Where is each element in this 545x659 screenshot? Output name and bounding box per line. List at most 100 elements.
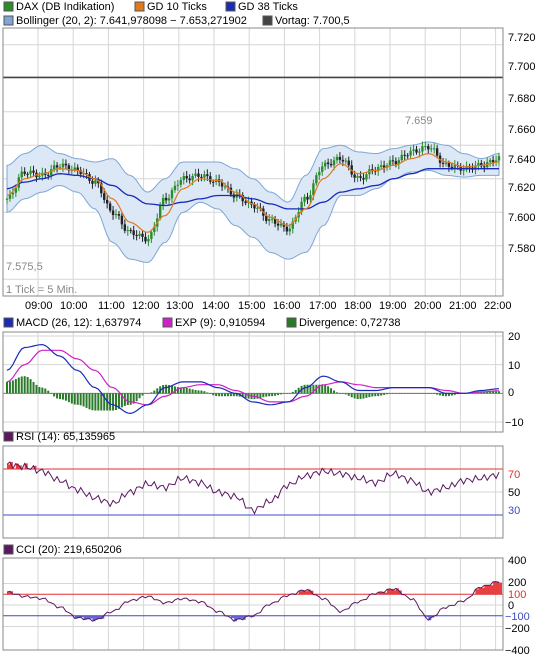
- rsi-legend-label: RSI (14): 65,135965: [16, 431, 115, 443]
- candle-body: [483, 166, 486, 168]
- divergence-bar: [182, 387, 185, 394]
- candle-body: [412, 149, 415, 151]
- candle-body: [356, 176, 359, 178]
- divergence-bar: [53, 393, 56, 397]
- divergence-bar: [226, 393, 229, 397]
- candle-body: [108, 203, 112, 211]
- divergence-bar: [303, 384, 306, 394]
- divergence-bar: [26, 376, 29, 394]
- candle-body: [103, 193, 106, 200]
- divergence-bar: [356, 393, 359, 400]
- divergence-bar: [221, 393, 224, 397]
- bollinger-swatch-icon: [3, 15, 14, 26]
- divergence-bar: [330, 388, 333, 394]
- candle-body: [474, 165, 477, 170]
- divergence-bar: [215, 393, 218, 397]
- divergence-bar: [265, 393, 268, 397]
- candle-body: [303, 196, 306, 202]
- divergence-bar: [492, 391, 495, 394]
- gd38-line: [6, 168, 499, 210]
- price-frame: [2, 27, 504, 297]
- exp-swatch-icon: [162, 317, 173, 328]
- candle-body: [82, 173, 85, 175]
- divergence-bar: [498, 391, 500, 394]
- divergence-bar: [477, 392, 480, 394]
- divergence-bar: [394, 393, 397, 394]
- divergence-bar: [203, 391, 206, 394]
- divergence-bar: [288, 393, 291, 394]
- candle-body: [444, 162, 448, 164]
- candle-body: [52, 165, 56, 170]
- divergence-bar: [391, 393, 394, 394]
- candle-body: [229, 187, 233, 195]
- dax-legend-label: DAX (DB Indikation): [16, 1, 114, 13]
- divergence-bar: [103, 393, 106, 411]
- divergence-bar: [76, 393, 79, 405]
- divergence-bar: [418, 393, 421, 394]
- divergence-bar: [41, 387, 44, 394]
- candle-body: [282, 223, 286, 227]
- divergence-bar: [129, 393, 132, 405]
- time-tick: 15:00: [238, 300, 266, 312]
- divergence-bar: [147, 393, 150, 394]
- cci-y-tick: 400: [508, 555, 526, 567]
- cci-y-tick: 200: [508, 577, 526, 589]
- candle-body: [161, 197, 165, 206]
- candle-body: [23, 171, 26, 174]
- candle-body: [85, 173, 88, 175]
- divergence-bar: [371, 393, 374, 397]
- candle-body: [173, 185, 177, 191]
- macd-legend: MACD (26, 12): 1,637974 EXP (9): 0,91059…: [3, 317, 401, 329]
- candle-body: [135, 235, 138, 237]
- bollinger-legend-label: Bollinger (20, 2): 7.641,978098 − 7.653,…: [16, 15, 247, 27]
- candle-body: [120, 215, 124, 225]
- candle-body: [406, 155, 409, 157]
- divergence-bar: [67, 393, 70, 403]
- time-tick: 12:00: [132, 300, 160, 312]
- divergence-bar: [368, 393, 371, 398]
- divergence-bar: [244, 393, 247, 398]
- divergence-bar: [91, 393, 94, 411]
- candle-body: [253, 204, 256, 209]
- candle-body: [329, 164, 333, 166]
- candle-body: [61, 163, 65, 168]
- divergence-bar: [35, 384, 38, 394]
- candle-body: [105, 199, 109, 204]
- gd10-line: [6, 152, 500, 233]
- cci-y-tick: −200: [505, 623, 530, 635]
- price-y-tick: 7.660: [508, 124, 536, 136]
- rsi-swatch-icon: [3, 431, 14, 442]
- divergence-bar: [29, 379, 32, 394]
- time-tick: 19:00: [379, 300, 407, 312]
- price-y-axis: 7.720 7.700 7.680 7.660 7.640 7.620 7.60…: [508, 32, 536, 255]
- cci-panel: CCI (20): 219,650206 400 200 100 0 −100 …: [2, 544, 530, 657]
- gd38-legend-label: GD 38 Ticks: [238, 1, 298, 13]
- candle-body: [97, 180, 100, 184]
- divergence-bar: [194, 389, 197, 394]
- divergence-bar: [200, 390, 203, 394]
- rsi-y-tick: 30: [508, 505, 520, 517]
- candle-body: [418, 151, 421, 153]
- candle-body: [126, 230, 129, 232]
- divergence-bar: [318, 384, 321, 394]
- divergence-bar: [486, 391, 489, 394]
- divergence-bar: [291, 391, 294, 394]
- candle-body: [388, 160, 392, 166]
- divergence-bar: [6, 381, 8, 394]
- divergence-bar: [282, 393, 285, 394]
- divergence-bar: [415, 393, 418, 394]
- price-x-axis: 09:00 10:00 11:00 12:00 13:00 14:00 15:0…: [25, 300, 512, 312]
- candle-body: [91, 180, 94, 184]
- divergence-bar: [115, 393, 118, 410]
- candle-body: [353, 174, 356, 178]
- price-panel: DAX (DB Indikation) GD 10 Ticks GD 38 Ti…: [2, 1, 536, 312]
- candle-body: [306, 196, 309, 200]
- rsi-y-tick: 70: [508, 469, 520, 481]
- candle-body: [244, 201, 247, 204]
- divergence-bar: [347, 393, 350, 396]
- candle-body: [480, 162, 483, 167]
- candle-body: [315, 175, 318, 184]
- divergence-bar: [271, 393, 274, 397]
- divergence-bar: [179, 387, 182, 394]
- candle-body: [382, 165, 386, 168]
